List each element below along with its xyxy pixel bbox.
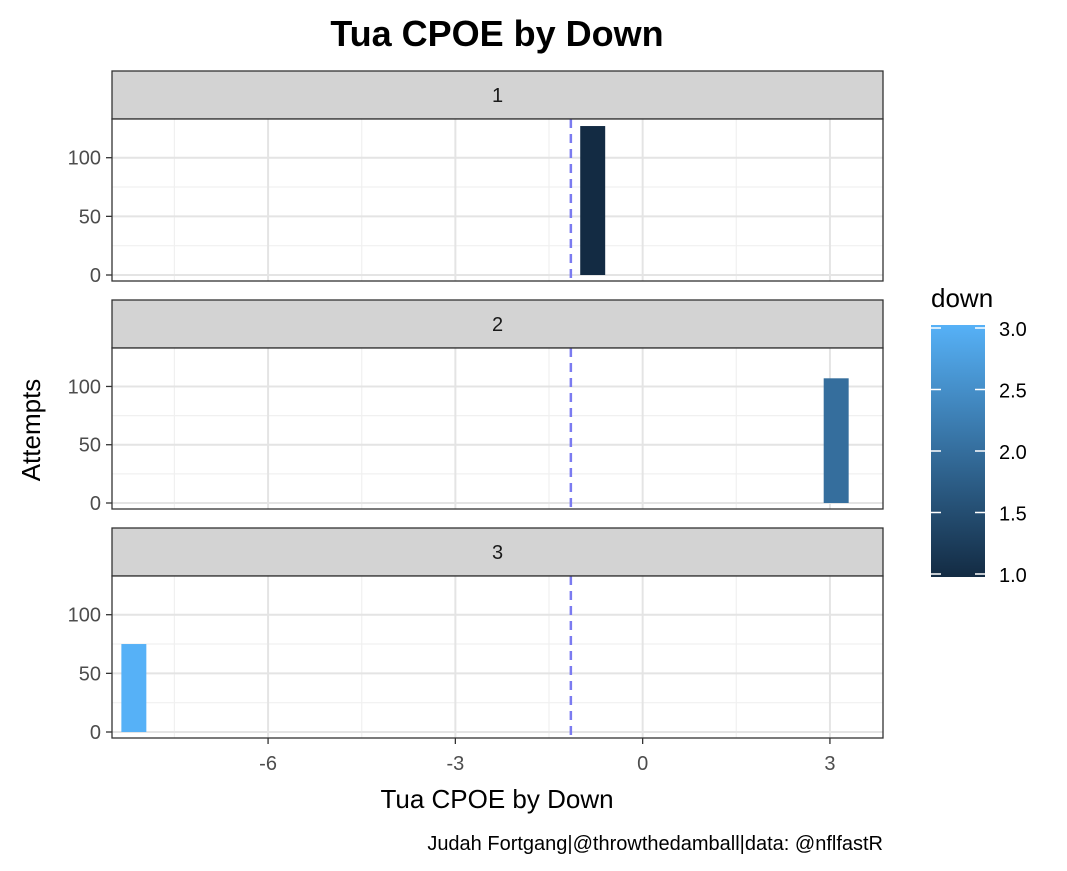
panel-background <box>112 576 883 738</box>
y-tick-label: 100 <box>68 605 101 627</box>
x-tick-label: -6 <box>259 753 277 775</box>
x-axis-title: Tua CPOE by Down <box>380 784 613 814</box>
y-tick-label: 50 <box>79 435 101 457</box>
y-tick-label: 50 <box>79 206 101 228</box>
y-tick-label: 0 <box>90 493 101 515</box>
y-tick-label: 100 <box>68 376 101 398</box>
facet-strip <box>111 527 884 577</box>
panel-border <box>111 575 884 739</box>
facet-strip-label: 1 <box>492 85 503 107</box>
facet-strip <box>111 299 884 349</box>
legend-tick-label: 2.0 <box>999 442 1027 464</box>
y-axis-title: Attempts <box>16 379 46 482</box>
facet-panel-3: 3 0 50 100 <box>68 527 884 744</box>
panel-border <box>111 347 884 510</box>
panel-background <box>112 348 883 509</box>
legend-tick-label: 1.5 <box>999 504 1027 526</box>
facet-strip-label: 3 <box>492 542 503 564</box>
facet-panel-1: 1 0 50 100 <box>68 70 884 287</box>
legend-tick-label: 2.5 <box>999 381 1027 403</box>
y-tick-label: 50 <box>79 663 101 685</box>
panel-border <box>111 118 884 282</box>
bar <box>823 378 849 503</box>
facet-panel-2: 2 0 50 100 <box>68 299 884 515</box>
bar <box>580 126 606 275</box>
y-tick-label: 100 <box>68 148 101 170</box>
chart-title: Tua CPOE by Down <box>330 13 663 54</box>
y-tick-label: 0 <box>90 265 101 287</box>
bar <box>121 644 147 732</box>
x-tick-label: -3 <box>446 753 464 775</box>
legend-tick-label: 1.0 <box>999 565 1027 587</box>
facet-strip-label: 2 <box>492 314 503 336</box>
x-tick-label: 3 <box>824 753 835 775</box>
y-tick-label: 0 <box>90 722 101 744</box>
legend-tick-label: 3.0 <box>999 319 1027 341</box>
panel-background <box>112 119 883 281</box>
chart-caption: Judah Fortgang|@throwthedamball|data: @n… <box>427 833 883 855</box>
facet-strip <box>111 70 884 120</box>
x-tick-label: 0 <box>637 753 648 775</box>
legend-title: down <box>931 283 993 313</box>
